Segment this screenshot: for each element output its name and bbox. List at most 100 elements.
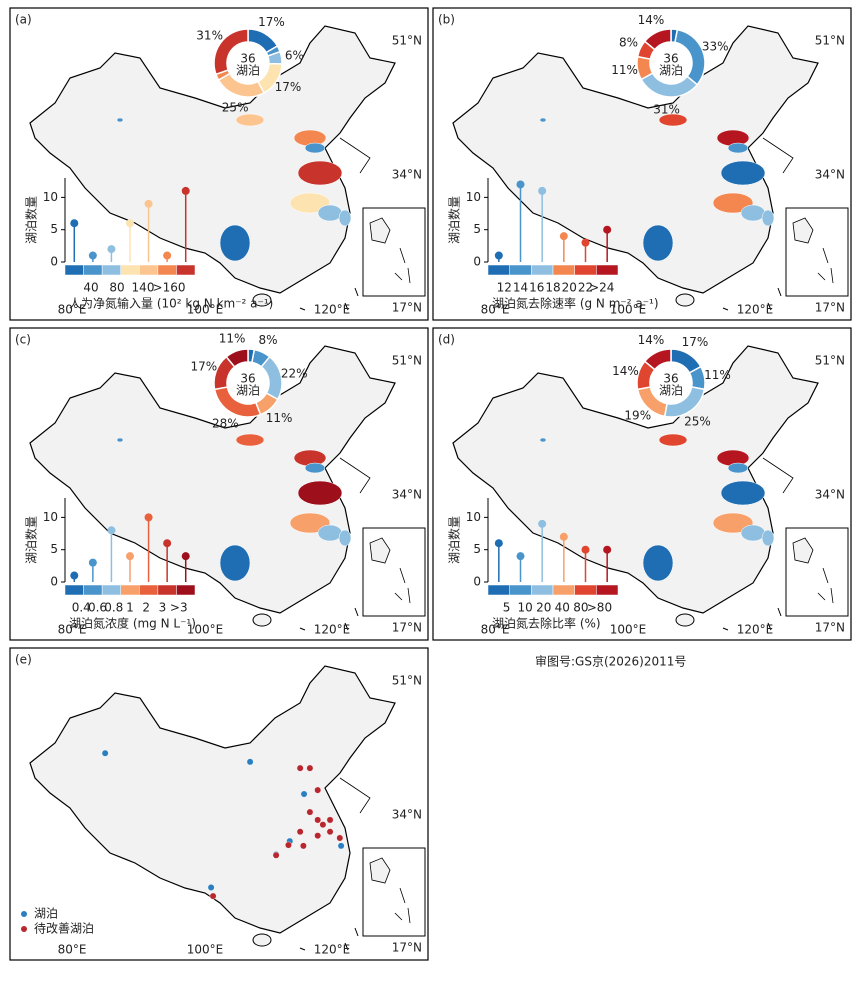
- panel-label: (b): [438, 13, 455, 27]
- colorbar-label: 20: [562, 281, 577, 295]
- lake-region: [727, 462, 749, 474]
- lon-label: 80°E: [58, 943, 87, 957]
- donut-label: 8%: [619, 35, 638, 49]
- lake-point: [314, 832, 322, 840]
- lat-label: 34°N: [815, 168, 845, 182]
- panel-label: (c): [15, 333, 31, 347]
- lollipop-head: [88, 251, 97, 260]
- legend-label: 湖泊: [34, 906, 58, 921]
- legend-swatch: [21, 926, 27, 932]
- y-axis-title: 湖泊数量: [447, 516, 462, 564]
- y-tick-label: 5: [50, 222, 58, 236]
- lake-region: [317, 204, 343, 222]
- panel-label: (d): [438, 333, 455, 347]
- lake-region: [720, 480, 766, 506]
- legend-label: 待改善湖泊: [34, 921, 94, 936]
- lat-label: 34°N: [392, 488, 422, 502]
- colorbar-label: 40: [83, 281, 98, 295]
- y-tick-label: 0: [50, 255, 58, 269]
- colorbar-label: 140: [132, 281, 155, 295]
- colorbar-label: 2: [142, 601, 150, 615]
- legend-title: 人为净氮输入量 (10² kg N km⁻² a⁻¹): [69, 296, 273, 311]
- lake-region: [289, 192, 331, 214]
- colorbar-cell: [596, 264, 619, 276]
- lake-point: [296, 764, 304, 772]
- colorbar-label: 20: [536, 601, 551, 615]
- lollipop-head: [107, 245, 116, 254]
- donut-label: 6%: [285, 48, 304, 62]
- donut-label: 33%: [702, 40, 729, 54]
- lake-point: [326, 816, 334, 824]
- colorbar-cell: [574, 584, 597, 596]
- donut-center: 36: [663, 52, 678, 66]
- colorbar-label: >80: [587, 601, 612, 615]
- donut-label: 31%: [653, 102, 680, 116]
- lat-label: 17°N: [392, 621, 422, 635]
- donut-label: 14%: [638, 333, 665, 347]
- lake-point: [306, 764, 314, 772]
- colorbar-cell: [552, 264, 575, 276]
- colorbar-cell: [596, 584, 619, 596]
- map-panel: (c) 51°N 34°N 17°N 80°E 100°E 120°E 8% 22% 11% 28%…: [9, 327, 429, 641]
- lat-label: 51°N: [392, 674, 422, 688]
- colorbar-label: 3: [159, 601, 167, 615]
- map-panel: (a) 51°N 34°N 17°N 80°E 100°E 120°E 17% 6% 17% 25%…: [9, 7, 429, 321]
- lake-region: [297, 480, 343, 506]
- colorbar-cell: [509, 264, 532, 276]
- lake-point: [299, 842, 307, 850]
- lake-region: [658, 433, 688, 447]
- lollipop-head: [494, 539, 503, 548]
- colorbar-cell: [487, 584, 510, 596]
- lon-label: 100°E: [187, 623, 224, 637]
- lake-region: [658, 113, 688, 127]
- donut-label: 11%: [611, 63, 638, 77]
- lake-region: [727, 142, 749, 154]
- lon-label: 80°E: [481, 623, 510, 637]
- lake-region: [642, 544, 674, 582]
- lake-region: [539, 117, 547, 123]
- colorbar-cell: [157, 264, 177, 276]
- lake-region: [235, 113, 265, 127]
- donut-label: 17%: [190, 360, 217, 374]
- colorbar-cell: [83, 584, 103, 596]
- colorbar-label: 1: [126, 601, 134, 615]
- lake-region: [317, 524, 343, 542]
- donut-sub: 湖泊: [236, 63, 260, 78]
- donut-sub: 湖泊: [659, 383, 683, 398]
- donut-label: 25%: [222, 101, 249, 115]
- lake-point: [314, 786, 322, 794]
- y-tick-label: 5: [473, 542, 481, 556]
- colorbar-label: 80: [109, 281, 124, 295]
- legend-swatch: [21, 911, 27, 917]
- colorbar-cell: [101, 264, 121, 276]
- lake-region: [338, 529, 352, 547]
- lon-label: 80°E: [58, 303, 87, 317]
- y-tick-label: 10: [466, 510, 481, 524]
- lat-label: 17°N: [392, 301, 422, 315]
- lollipop-head: [181, 186, 190, 195]
- lollipop-head: [538, 186, 547, 195]
- donut-label: 11%: [266, 411, 293, 425]
- lake-region: [338, 209, 352, 227]
- donut-sub: 湖泊: [236, 383, 260, 398]
- lat-label: 34°N: [815, 488, 845, 502]
- lat-label: 34°N: [392, 808, 422, 822]
- lollipop-head: [603, 545, 612, 554]
- lake-region: [219, 544, 251, 582]
- lake-region: [116, 437, 124, 443]
- donut-segment: [643, 28, 672, 51]
- donut-segment: [643, 348, 672, 371]
- lon-label: 100°E: [187, 303, 224, 317]
- y-tick-label: 5: [50, 542, 58, 556]
- panel-label: (a): [15, 13, 32, 27]
- donut-label: 17%: [258, 15, 285, 29]
- lake-point: [285, 841, 292, 849]
- lake-point: [246, 758, 254, 766]
- colorbar-label: >3: [170, 601, 188, 615]
- lake-point: [101, 749, 109, 757]
- y-tick-label: 10: [466, 190, 481, 204]
- legend-title: 湖泊氮去除速率 (g N m⁻² a⁻¹): [492, 296, 659, 311]
- colorbar-cell: [574, 264, 597, 276]
- colorbar-cell: [176, 584, 196, 596]
- lake-region: [642, 224, 674, 262]
